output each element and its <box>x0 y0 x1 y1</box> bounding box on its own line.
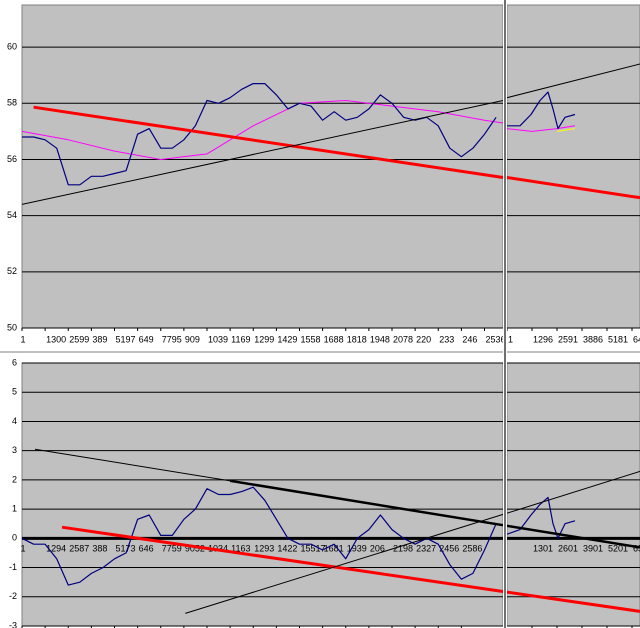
y-tick-label: 58 <box>7 98 17 108</box>
series-line <box>21 486 497 586</box>
x-tick-label: 2536 <box>486 334 506 344</box>
y-tick-label: 50 <box>7 322 17 332</box>
x-tick-label: 1558 <box>301 334 321 344</box>
series-line <box>185 513 504 614</box>
x-tick-label: 206 <box>370 543 385 553</box>
x-tick-label: 2198 <box>393 543 413 553</box>
x-tick-label: 1163 <box>231 543 250 553</box>
y-tick-label: -1 <box>9 562 17 572</box>
x-tick-label: 1681 <box>324 543 344 553</box>
x-tick-label: 233 <box>439 334 454 344</box>
x-tick-label: 246 <box>462 334 477 344</box>
y-tick-label: 56 <box>7 154 17 164</box>
x-tick-label: 1688 <box>324 334 344 344</box>
y-tick-label: 54 <box>7 210 17 220</box>
x-tick-label: 7759 <box>162 543 182 553</box>
x-tick-label: 5197 <box>116 334 136 344</box>
x-tick-label: 1 <box>20 334 25 344</box>
x-tick-label: 5181 <box>608 334 628 344</box>
x-tick-label: 7795 <box>162 334 182 344</box>
series-line <box>506 63 640 99</box>
x-tick-label: 909 <box>185 334 200 344</box>
y-tick-label: 5 <box>12 387 17 397</box>
plot-area <box>21 362 504 627</box>
series-line <box>506 125 576 132</box>
x-tick-label: 1300 <box>46 334 66 344</box>
x-tick-label: 1039 <box>208 334 228 344</box>
plot-area <box>506 362 640 627</box>
x-tick-label: 647 <box>633 334 640 344</box>
x-tick-label: 1296 <box>533 334 553 344</box>
series-line <box>21 100 504 205</box>
x-tick-label: 1939 <box>347 543 367 553</box>
x-tick-label: 2586 <box>462 543 482 553</box>
x-tick-label: 1293 <box>254 543 274 553</box>
series-line <box>507 91 576 130</box>
y-tick-label: 3 <box>12 445 17 455</box>
x-tick-label: 1169 <box>231 334 250 344</box>
x-tick-label: 3886 <box>583 334 603 344</box>
x-tick-label: 2591 <box>558 334 578 344</box>
y-tick-label: -2 <box>9 591 17 601</box>
x-tick-label: 2327 <box>416 543 436 553</box>
y-tick-label: 6 <box>12 357 17 367</box>
x-tick-label: 388 <box>92 543 107 553</box>
x-tick-label: 2599 <box>69 334 89 344</box>
y-tick-label: 4 <box>12 416 17 426</box>
x-tick-label: 1034 <box>208 543 228 553</box>
y-tick-label: 60 <box>7 42 17 52</box>
series-line <box>506 496 576 539</box>
y-tick-label: 1 <box>12 503 17 513</box>
x-tick-label: 2601 <box>558 543 578 553</box>
series-line <box>506 590 640 613</box>
x-tick-label: 1429 <box>277 334 297 344</box>
y-tick-label: 0 <box>12 533 17 543</box>
x-tick-label: 1 <box>20 543 25 553</box>
y-tick-label: 2 <box>12 474 17 484</box>
x-tick-label: 1299 <box>254 334 274 344</box>
y-tick-label: 52 <box>7 266 17 276</box>
series-line <box>506 176 640 200</box>
x-tick-label: 389 <box>92 334 107 344</box>
x-tick-label: 2078 <box>393 334 413 344</box>
x-tick-label: 1422 <box>277 543 297 553</box>
x-tick-label: 5201 <box>608 543 628 553</box>
x-tick-label: 9052 <box>185 543 205 553</box>
x-tick-label: 6501 <box>633 543 640 553</box>
x-tick-label: 1 <box>508 334 513 344</box>
series-line <box>229 479 504 527</box>
plot-area <box>506 4 640 329</box>
x-tick-label: 2587 <box>69 543 89 553</box>
x-tick-label: 1948 <box>370 334 390 344</box>
x-tick-label: 3901 <box>583 543 603 553</box>
series-line <box>556 128 576 132</box>
x-tick-label: 220 <box>416 334 431 344</box>
series-line <box>22 83 497 186</box>
x-tick-label: 5173 <box>116 543 136 553</box>
x-tick-label: 646 <box>139 543 154 553</box>
series-line <box>61 525 504 593</box>
x-tick-label: 1818 <box>347 334 367 344</box>
series-line <box>506 524 640 549</box>
y-tick-label: -3 <box>9 620 17 628</box>
x-tick-label: 15517 <box>301 543 326 553</box>
x-tick-label: 1301 <box>533 543 553 553</box>
x-tick-label: 1294 <box>46 543 66 553</box>
x-tick-label: 649 <box>139 334 154 344</box>
series-line <box>506 470 640 514</box>
series-line <box>33 105 504 179</box>
x-tick-label: 2456 <box>439 543 459 553</box>
